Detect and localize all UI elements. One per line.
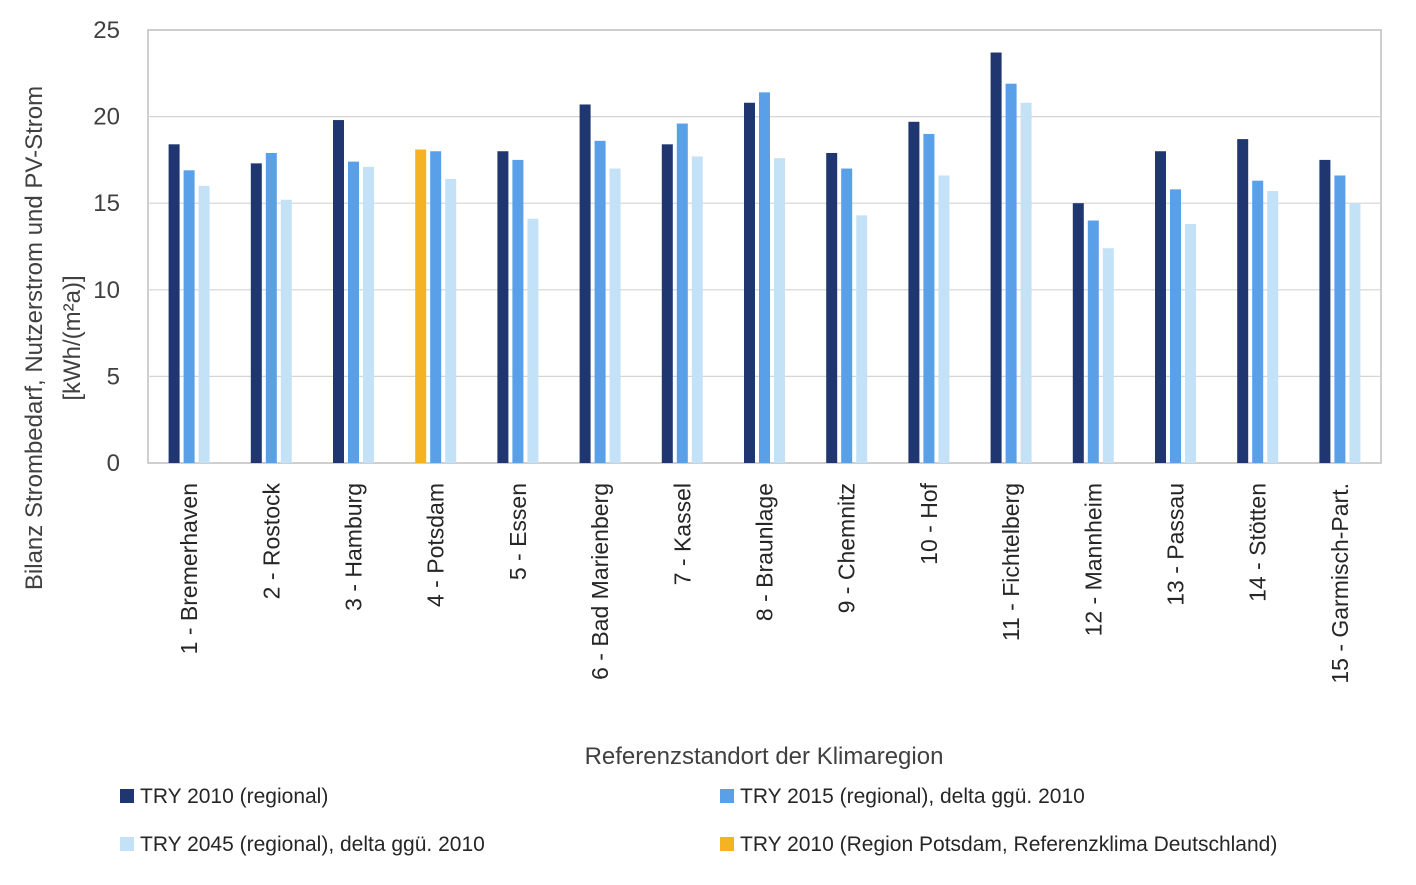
bar-s2-c1 — [183, 170, 195, 464]
bar-s1-c11 — [990, 52, 1002, 464]
bar-s3-c10 — [938, 175, 950, 463]
x-category-label: 5 - Essen — [505, 483, 531, 580]
x-category-label: 13 - Passau — [1163, 483, 1189, 606]
bar-s2-c8 — [759, 92, 770, 464]
bar-s3-c15 — [1349, 203, 1361, 463]
bar-s3-c11 — [1020, 102, 1032, 463]
bar-s2-c10 — [923, 133, 935, 464]
bar-s2-c3 — [348, 161, 359, 463]
bar-s1-c1 — [168, 144, 180, 463]
bar-s1-c10 — [908, 121, 920, 464]
bar-s3-c6 — [609, 168, 621, 463]
bar-s1-c8 — [744, 102, 755, 463]
bar-s2-c11 — [1005, 83, 1017, 463]
x-category-label: 7 - Kassel — [669, 483, 695, 585]
legend-swatch — [120, 789, 134, 803]
bar-s3-c1 — [198, 185, 210, 463]
bar-s3-c14 — [1267, 191, 1279, 464]
bar-s1-c14 — [1237, 139, 1249, 463]
bar-s2-c7 — [676, 123, 688, 463]
x-category-label: 1 - Bremerhaven — [176, 483, 202, 654]
y-axis-title-line1: Bilanz Strombedarf, Nutzerstrom und PV-S… — [21, 86, 48, 590]
y-axis-title-line2: [kWh/(m²a)] — [59, 275, 86, 400]
y-tick-label: 20 — [93, 104, 120, 131]
y-tick-label: 0 — [107, 450, 120, 477]
bar-s2-c5 — [512, 159, 524, 463]
bar-s1-c3 — [333, 120, 344, 464]
bar-s2-c4 — [430, 151, 442, 464]
legend-swatch — [720, 789, 734, 803]
bar-s2-c6 — [594, 140, 606, 463]
legend-swatch — [720, 837, 734, 851]
x-category-label: 6 - Bad Marienberg — [587, 483, 613, 680]
bar-s1-c9 — [826, 152, 838, 464]
legend: TRY 2010 (regional) TRY 2015 (regional), … — [120, 785, 1277, 856]
y-axis-ticks: 0 5 10 15 20 25 — [93, 17, 120, 477]
x-category-label: 10 - Hof — [916, 482, 942, 564]
bar-s3-c5 — [527, 218, 539, 463]
x-category-label: 2 - Rostock — [258, 483, 284, 600]
bar-s3-c2 — [280, 199, 292, 463]
bar-s2-c14 — [1252, 180, 1264, 463]
x-axis-categories: 1 - Bremerhaven 2 - Rostock 3 - Hamburg 4 -… — [176, 482, 1353, 683]
legend-label: TRY 2010 (regional) — [140, 785, 328, 808]
x-category-label: 3 - Hamburg — [341, 483, 367, 611]
bar-s1-c15 — [1319, 159, 1331, 463]
y-tick-label: 10 — [93, 277, 120, 304]
x-category-label: 11 - Fichtelberg — [998, 483, 1024, 641]
bar-s1-c6 — [579, 104, 591, 463]
bar-s1-c2 — [250, 163, 262, 463]
x-category-label: 12 - Mannheim — [1080, 483, 1106, 636]
y-tick-label: 25 — [93, 17, 120, 44]
x-axis-title: Referenzstandort der Klimaregion — [585, 743, 944, 770]
y-tick-label: 5 — [107, 363, 120, 390]
x-category-label: 9 - Chemnitz — [834, 483, 860, 613]
y-tick-label: 15 — [93, 190, 120, 217]
bar-s1-c4 — [415, 149, 427, 463]
legend-swatch — [120, 837, 134, 851]
bar-s3-c13 — [1185, 223, 1196, 463]
bar-s2-c13 — [1170, 189, 1181, 463]
bar-s1-c5 — [497, 151, 509, 464]
bars — [168, 52, 1361, 464]
bar-s3-c12 — [1102, 248, 1114, 463]
x-category-label: 8 - Braunlage — [752, 483, 778, 621]
bar-s2-c15 — [1334, 175, 1346, 463]
bar-s3-c7 — [691, 156, 703, 463]
bar-s1-c12 — [1072, 203, 1084, 463]
bar-s3-c4 — [445, 178, 457, 463]
bar-s1-c7 — [661, 144, 673, 463]
legend-label: TRY 2010 (Region Potsdam, Referenzklima … — [740, 833, 1277, 856]
legend-label: TRY 2015 (regional), delta ggü. 2010 — [740, 785, 1085, 808]
bar-s1-c13 — [1155, 151, 1166, 464]
bar-s2-c2 — [265, 152, 277, 464]
bar-s2-c9 — [841, 168, 853, 463]
bar-s2-c12 — [1087, 220, 1099, 463]
x-category-label: 14 - Stötten — [1245, 483, 1271, 602]
bar-s3-c8 — [774, 158, 785, 463]
legend-label: TRY 2045 (regional), delta ggü. 2010 — [140, 833, 485, 856]
x-category-label: 15 - Garmisch-Part. — [1327, 483, 1353, 684]
bar-s3-c9 — [856, 215, 868, 463]
x-category-label: 4 - Potsdam — [423, 483, 449, 607]
bar-s3-c3 — [363, 166, 374, 463]
